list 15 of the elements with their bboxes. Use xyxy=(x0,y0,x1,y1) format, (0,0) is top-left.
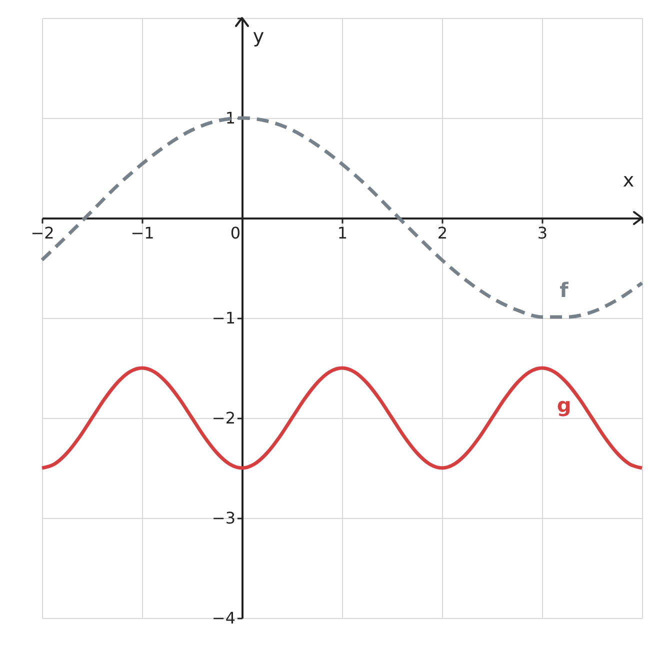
y-axis-title: y xyxy=(252,26,264,48)
x-axis-title: x xyxy=(622,170,634,192)
x-tick-label: 3 xyxy=(537,224,548,242)
y-tick-label: −1 xyxy=(212,308,236,328)
line-series xyxy=(40,366,644,470)
y-tick-label: −4 xyxy=(212,608,236,628)
x-tick-label: 2 xyxy=(437,224,448,242)
x-tick-label: 1 xyxy=(337,224,348,242)
series-label: f xyxy=(560,278,569,302)
y-tick-label: −3 xyxy=(212,508,236,528)
series-label: g xyxy=(556,393,572,417)
x-tick-label: −2 xyxy=(30,224,54,242)
y-tick-label: −2 xyxy=(212,408,236,428)
x-tick-label: −1 xyxy=(130,224,154,242)
x-tick-label: 0 xyxy=(230,224,241,242)
